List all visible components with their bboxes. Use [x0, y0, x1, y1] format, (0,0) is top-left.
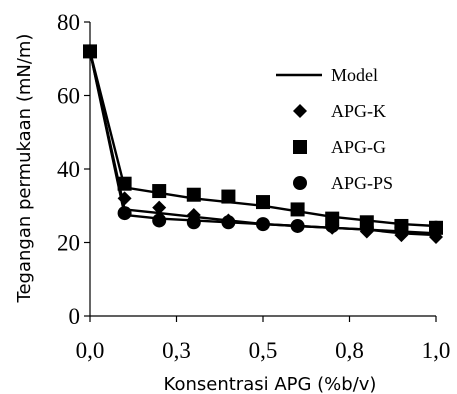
data-point-apg-ps	[256, 217, 270, 232]
x-tick-label: 0,5	[249, 338, 278, 363]
y-tick-label: 60	[57, 84, 80, 109]
data-point-apg-ps	[152, 213, 167, 228]
data-point-apg-ps	[117, 206, 132, 221]
y-tick-label: 0	[69, 304, 81, 329]
axes: 0 20 40 60 80 0,0 0,3 0,5 0,8 1,0	[57, 10, 450, 363]
data-point-apg-g	[186, 187, 201, 202]
data-point-apg-k	[152, 200, 167, 215]
data-point-apg-ps	[221, 215, 236, 230]
data-point-apg-g	[290, 202, 305, 217]
data-point-apg-g	[117, 176, 132, 191]
data-point-apg-ps	[359, 220, 374, 235]
data-point-apg-ps	[429, 220, 443, 235]
x-tick-label: 0,3	[162, 338, 191, 363]
data-point-apg-ps	[325, 218, 340, 233]
x-tick-label: 0,0	[76, 338, 105, 363]
data-point-apg-g	[152, 184, 167, 199]
legend-label-apg-ps: APG-PS	[331, 173, 393, 193]
legend-marker-apg-k	[293, 104, 307, 118]
x-tick-label: 0,8	[335, 338, 364, 363]
legend-label-apg-g: APG-G	[331, 137, 386, 157]
data-markers	[83, 44, 443, 244]
data-point-apg-k	[117, 191, 132, 206]
data-point-apg-ps	[394, 220, 409, 235]
y-tick-label: 80	[57, 10, 80, 35]
legend-marker-apg-g	[293, 140, 307, 154]
y-tick-label: 40	[57, 157, 80, 182]
x-axis-title: Konsentrasi APG (%b/v)	[164, 374, 377, 394]
data-point-apg-ps	[83, 44, 97, 59]
data-point-apg-ps	[290, 218, 305, 233]
data-point-apg-ps	[186, 215, 201, 230]
legend-label-apg-k: APG-K	[331, 101, 386, 121]
data-point-apg-g	[256, 195, 270, 210]
legend-model-label: Model	[331, 65, 378, 85]
y-tick-label: 20	[57, 231, 80, 256]
x-tick-label: 1,0	[422, 338, 451, 363]
legend-marker-apg-ps	[293, 176, 307, 190]
y-axis-title: Tegangan permukaan (mN/m)	[14, 34, 35, 304]
legend: Model APG-K APG-G APG-PS	[276, 65, 393, 193]
data-point-apg-g	[221, 189, 236, 204]
